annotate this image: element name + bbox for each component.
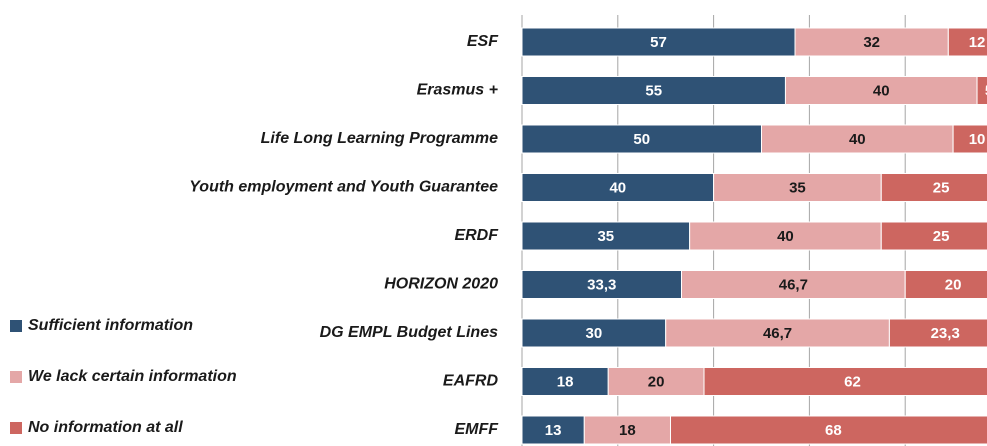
bar-segment [713,173,882,202]
bar-segment [880,221,987,251]
value-label: 62 [844,373,861,390]
bar-segment [583,415,671,445]
bar-segment [976,76,987,105]
value-label: 25 [933,228,950,245]
value-label: 40 [849,131,866,148]
value-label: 20 [648,373,665,390]
bar-segment [703,367,987,396]
category-label: ESF [467,33,499,50]
bar-segment [761,124,954,154]
category-label: Erasmus + [417,82,498,99]
value-label: 10 [969,131,986,148]
category-label: Youth employment and Youth Guarantee [189,179,498,196]
value-label: 5 [985,82,987,99]
bar-segment [521,415,585,445]
value-label: 46,7 [779,276,808,293]
bar-segment [784,76,978,105]
bar-segment [521,318,667,348]
value-label: 30 [586,325,603,342]
bar-segment [880,173,987,202]
value-label: 13 [545,422,562,439]
value-label: 32 [863,34,880,51]
bar-segment [521,173,715,202]
bar-segment [521,367,609,396]
bar-segment [681,270,906,299]
category-label: ERDF [454,227,499,244]
value-label: 35 [789,179,806,196]
value-label: 20 [945,276,962,293]
value-label: 25 [933,179,950,196]
value-label: 40 [609,179,626,196]
value-label: 57 [650,34,667,51]
legend-swatch [10,320,22,332]
value-label: 40 [873,82,890,99]
bar-segment [607,367,705,396]
value-label: 18 [619,422,636,439]
value-label: 55 [645,82,662,99]
value-label: 12 [969,34,986,51]
bar-segment [952,124,987,154]
bar-segment [521,76,786,105]
bar-segment [669,415,987,445]
category-label: EMFF [454,421,499,438]
bar-segment [689,221,882,251]
value-label: 18 [557,373,574,390]
legend-label: Sufficient information [28,317,193,334]
bar-segment [521,124,762,154]
value-label: 33,3 [587,276,616,293]
category-label: Life Long Learning Programme [261,130,498,147]
bar-segment [888,318,987,348]
legend-label: No information at all [28,419,183,436]
bar-segment [665,318,890,348]
legend-label: We lack certain information [28,368,237,385]
bar-segment [947,27,987,57]
value-label: 50 [633,131,650,148]
bar-segment [904,270,987,299]
value-label: 23,3 [931,325,960,342]
bar-segment [794,27,949,57]
category-label: EAFRD [443,373,499,390]
legend-swatch [10,371,22,383]
value-label: 68 [825,422,842,439]
legend-swatch [10,422,22,434]
value-label: 46,7 [763,325,792,342]
value-label: 35 [597,228,614,245]
category-label: DG EMPL Budget Lines [320,324,498,341]
category-label: HORIZON 2020 [384,276,498,293]
value-label: 40 [777,228,794,245]
bar-segment [521,27,796,57]
